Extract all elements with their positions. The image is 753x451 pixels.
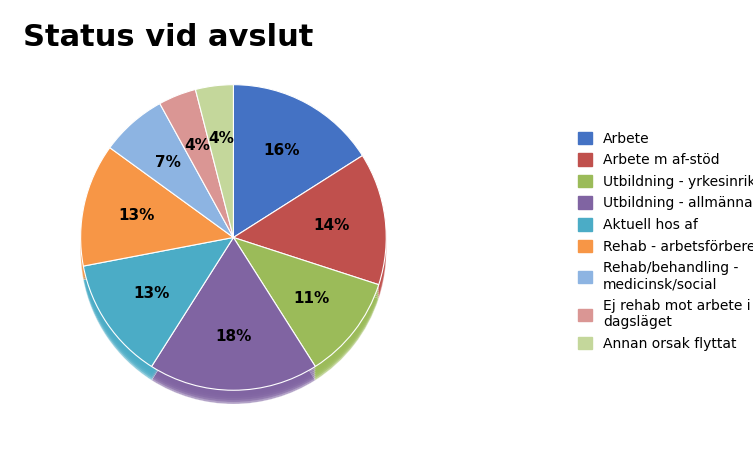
Wedge shape bbox=[233, 97, 362, 249]
Wedge shape bbox=[160, 97, 233, 245]
Wedge shape bbox=[233, 157, 386, 287]
Text: Status vid avslut: Status vid avslut bbox=[23, 23, 313, 51]
Wedge shape bbox=[84, 244, 233, 373]
Wedge shape bbox=[233, 244, 379, 373]
Wedge shape bbox=[196, 92, 233, 245]
Text: 4%: 4% bbox=[208, 131, 234, 147]
Wedge shape bbox=[196, 97, 233, 249]
Wedge shape bbox=[160, 99, 233, 247]
Wedge shape bbox=[151, 239, 316, 392]
Wedge shape bbox=[233, 241, 379, 370]
Wedge shape bbox=[84, 249, 233, 378]
Wedge shape bbox=[84, 239, 233, 368]
Wedge shape bbox=[151, 247, 316, 400]
Wedge shape bbox=[233, 238, 379, 367]
Wedge shape bbox=[110, 106, 233, 239]
Wedge shape bbox=[233, 91, 362, 244]
Wedge shape bbox=[160, 89, 233, 238]
Wedge shape bbox=[233, 87, 362, 239]
Wedge shape bbox=[81, 152, 233, 270]
Wedge shape bbox=[84, 238, 233, 367]
Wedge shape bbox=[233, 161, 386, 290]
Wedge shape bbox=[196, 85, 233, 238]
Wedge shape bbox=[81, 150, 233, 268]
Wedge shape bbox=[151, 241, 316, 394]
Wedge shape bbox=[233, 238, 379, 367]
Wedge shape bbox=[84, 247, 233, 376]
Wedge shape bbox=[81, 156, 233, 274]
Wedge shape bbox=[233, 251, 379, 380]
Wedge shape bbox=[160, 92, 233, 239]
Wedge shape bbox=[110, 117, 233, 251]
Wedge shape bbox=[233, 156, 386, 285]
Wedge shape bbox=[151, 249, 316, 402]
Wedge shape bbox=[160, 89, 233, 238]
Wedge shape bbox=[196, 87, 233, 239]
Wedge shape bbox=[151, 238, 316, 390]
Wedge shape bbox=[233, 166, 386, 295]
Wedge shape bbox=[151, 245, 316, 398]
Text: 13%: 13% bbox=[118, 208, 154, 223]
Wedge shape bbox=[233, 85, 362, 238]
Text: 4%: 4% bbox=[184, 138, 210, 152]
Wedge shape bbox=[196, 91, 233, 244]
Wedge shape bbox=[233, 85, 362, 238]
Wedge shape bbox=[110, 113, 233, 247]
Wedge shape bbox=[233, 247, 379, 376]
Wedge shape bbox=[110, 111, 233, 245]
Wedge shape bbox=[233, 239, 379, 368]
Text: 13%: 13% bbox=[133, 286, 169, 301]
Text: 7%: 7% bbox=[155, 156, 181, 170]
Wedge shape bbox=[196, 88, 233, 241]
Wedge shape bbox=[84, 238, 233, 367]
Wedge shape bbox=[160, 101, 233, 249]
Wedge shape bbox=[84, 245, 233, 374]
Wedge shape bbox=[233, 92, 362, 245]
Wedge shape bbox=[233, 95, 362, 247]
Wedge shape bbox=[233, 167, 386, 296]
Legend: Arbete, Arbete m af-stöd, Utbildning - yrkesinriktad, Utbildning - allmänna stud: Arbete, Arbete m af-stöd, Utbildning - y… bbox=[578, 132, 753, 351]
Wedge shape bbox=[151, 238, 316, 390]
Wedge shape bbox=[81, 153, 233, 272]
Wedge shape bbox=[233, 88, 362, 241]
Wedge shape bbox=[81, 147, 233, 266]
Text: 16%: 16% bbox=[263, 143, 300, 158]
Wedge shape bbox=[233, 156, 386, 285]
Wedge shape bbox=[233, 163, 386, 293]
Wedge shape bbox=[81, 160, 233, 278]
Wedge shape bbox=[81, 157, 233, 276]
Wedge shape bbox=[233, 245, 379, 374]
Wedge shape bbox=[110, 110, 233, 244]
Text: 14%: 14% bbox=[314, 217, 350, 233]
Text: 11%: 11% bbox=[294, 291, 330, 306]
Wedge shape bbox=[233, 98, 362, 251]
Wedge shape bbox=[233, 249, 379, 378]
Text: 18%: 18% bbox=[215, 329, 252, 344]
Wedge shape bbox=[196, 98, 233, 251]
Wedge shape bbox=[233, 169, 386, 299]
Wedge shape bbox=[151, 251, 316, 404]
Wedge shape bbox=[160, 95, 233, 244]
Wedge shape bbox=[84, 241, 233, 370]
Wedge shape bbox=[160, 103, 233, 251]
Wedge shape bbox=[84, 251, 233, 380]
Wedge shape bbox=[196, 95, 233, 247]
Wedge shape bbox=[110, 107, 233, 241]
Wedge shape bbox=[110, 104, 233, 238]
Wedge shape bbox=[81, 147, 233, 266]
Wedge shape bbox=[196, 85, 233, 238]
Wedge shape bbox=[110, 115, 233, 249]
Wedge shape bbox=[110, 104, 233, 238]
Wedge shape bbox=[160, 93, 233, 241]
Wedge shape bbox=[151, 244, 316, 396]
Wedge shape bbox=[81, 161, 233, 280]
Wedge shape bbox=[233, 160, 386, 289]
